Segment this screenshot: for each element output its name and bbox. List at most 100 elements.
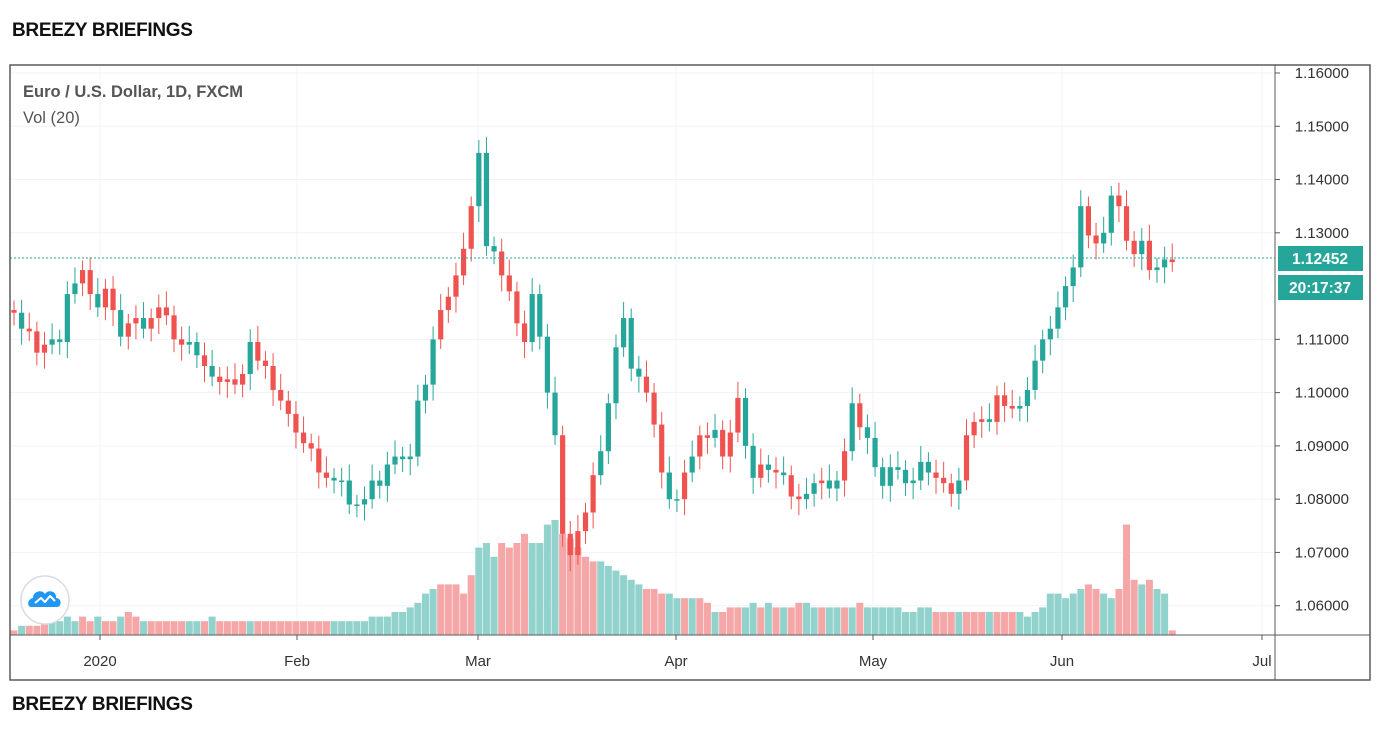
candle[interactable]: [560, 425, 566, 547]
candle[interactable]: [613, 334, 619, 420]
candle[interactable]: [331, 468, 337, 494]
candle[interactable]: [453, 262, 459, 313]
candle[interactable]: [438, 294, 444, 349]
candle[interactable]: [125, 313, 131, 350]
candle[interactable]: [384, 451, 390, 502]
candle[interactable]: [521, 310, 528, 358]
candle[interactable]: [1131, 231, 1137, 267]
candle[interactable]: [72, 267, 78, 304]
candle[interactable]: [529, 278, 535, 352]
candle[interactable]: [841, 438, 848, 497]
candle[interactable]: [781, 456, 787, 485]
candle[interactable]: [948, 473, 954, 507]
candle[interactable]: [902, 460, 909, 496]
candle[interactable]: [849, 387, 855, 461]
candle[interactable]: [308, 433, 314, 462]
candle[interactable]: [499, 238, 505, 292]
candle[interactable]: [1032, 344, 1038, 400]
candle[interactable]: [270, 353, 276, 406]
candle[interactable]: [864, 414, 871, 454]
candle[interactable]: [217, 367, 223, 395]
candle[interactable]: [110, 275, 116, 327]
candle[interactable]: [285, 391, 291, 427]
candle[interactable]: [19, 299, 25, 345]
candle[interactable]: [537, 284, 543, 350]
candle[interactable]: [209, 350, 215, 387]
candle[interactable]: [361, 486, 368, 521]
candle[interactable]: [925, 452, 931, 486]
candle[interactable]: [1139, 228, 1145, 271]
candle[interactable]: [57, 329, 63, 355]
candle[interactable]: [255, 326, 261, 371]
candle[interactable]: [910, 467, 916, 500]
candle[interactable]: [140, 302, 147, 339]
candle[interactable]: [11, 300, 17, 326]
candle[interactable]: [514, 281, 520, 337]
candle[interactable]: [240, 364, 246, 398]
candle[interactable]: [232, 363, 238, 395]
candle[interactable]: [445, 287, 451, 323]
candle[interactable]: [651, 383, 657, 438]
candle[interactable]: [430, 326, 436, 401]
candle[interactable]: [1169, 243, 1175, 272]
candle[interactable]: [87, 257, 93, 311]
candlesticks[interactable]: [11, 136, 1175, 572]
candle[interactable]: [49, 323, 55, 355]
candle[interactable]: [1055, 291, 1061, 339]
candle[interactable]: [666, 456, 672, 509]
candle[interactable]: [1062, 276, 1069, 321]
candle[interactable]: [102, 279, 109, 321]
candle[interactable]: [34, 321, 40, 366]
candle[interactable]: [262, 351, 269, 379]
candle[interactable]: [963, 419, 970, 491]
candle[interactable]: [895, 451, 901, 480]
candle[interactable]: [369, 464, 375, 509]
candle[interactable]: [300, 416, 307, 453]
candle[interactable]: [720, 420, 726, 470]
candle[interactable]: [750, 433, 756, 494]
candle[interactable]: [1017, 396, 1023, 422]
candle[interactable]: [887, 454, 893, 502]
candle[interactable]: [491, 236, 497, 265]
candle[interactable]: [857, 393, 863, 441]
candle[interactable]: [95, 278, 101, 317]
candle[interactable]: [186, 326, 192, 355]
candle[interactable]: [1146, 224, 1152, 280]
candle[interactable]: [605, 393, 611, 464]
price-axis[interactable]: 1.16000 1.15000 1.14000 1.13000 1.11000 1.100…: [1275, 65, 1349, 615]
candle[interactable]: [674, 489, 680, 512]
candle[interactable]: [1024, 377, 1031, 422]
candle[interactable]: [933, 459, 939, 494]
candle[interactable]: [1093, 222, 1099, 260]
candle[interactable]: [483, 136, 490, 256]
candle[interactable]: [506, 259, 512, 301]
candle[interactable]: [681, 459, 688, 516]
candle[interactable]: [392, 440, 398, 475]
candle[interactable]: [79, 260, 86, 297]
candle[interactable]: [986, 403, 992, 432]
candle[interactable]: [407, 443, 413, 476]
candle[interactable]: [323, 456, 330, 488]
candle[interactable]: [1009, 389, 1015, 419]
time-axis[interactable]: 2020 Feb Mar Apr May Jun Jul: [83, 635, 1272, 670]
candle[interactable]: [994, 385, 1000, 435]
candle[interactable]: [582, 502, 589, 544]
candle[interactable]: [1123, 190, 1130, 251]
candle[interactable]: [811, 473, 817, 507]
candle[interactable]: [1108, 185, 1114, 246]
candle[interactable]: [1070, 254, 1076, 303]
candle[interactable]: [468, 196, 474, 262]
candle[interactable]: [643, 360, 650, 403]
candle[interactable]: [118, 294, 124, 347]
candle[interactable]: [918, 445, 924, 491]
candle[interactable]: [1078, 190, 1084, 278]
candle[interactable]: [1101, 216, 1107, 254]
candle[interactable]: [415, 384, 421, 467]
candle[interactable]: [460, 232, 467, 286]
candle[interactable]: [293, 401, 299, 449]
candle[interactable]: [979, 406, 985, 438]
candle[interactable]: [636, 355, 642, 393]
candle[interactable]: [689, 440, 695, 483]
candle[interactable]: [400, 446, 406, 472]
candle[interactable]: [1047, 315, 1053, 356]
